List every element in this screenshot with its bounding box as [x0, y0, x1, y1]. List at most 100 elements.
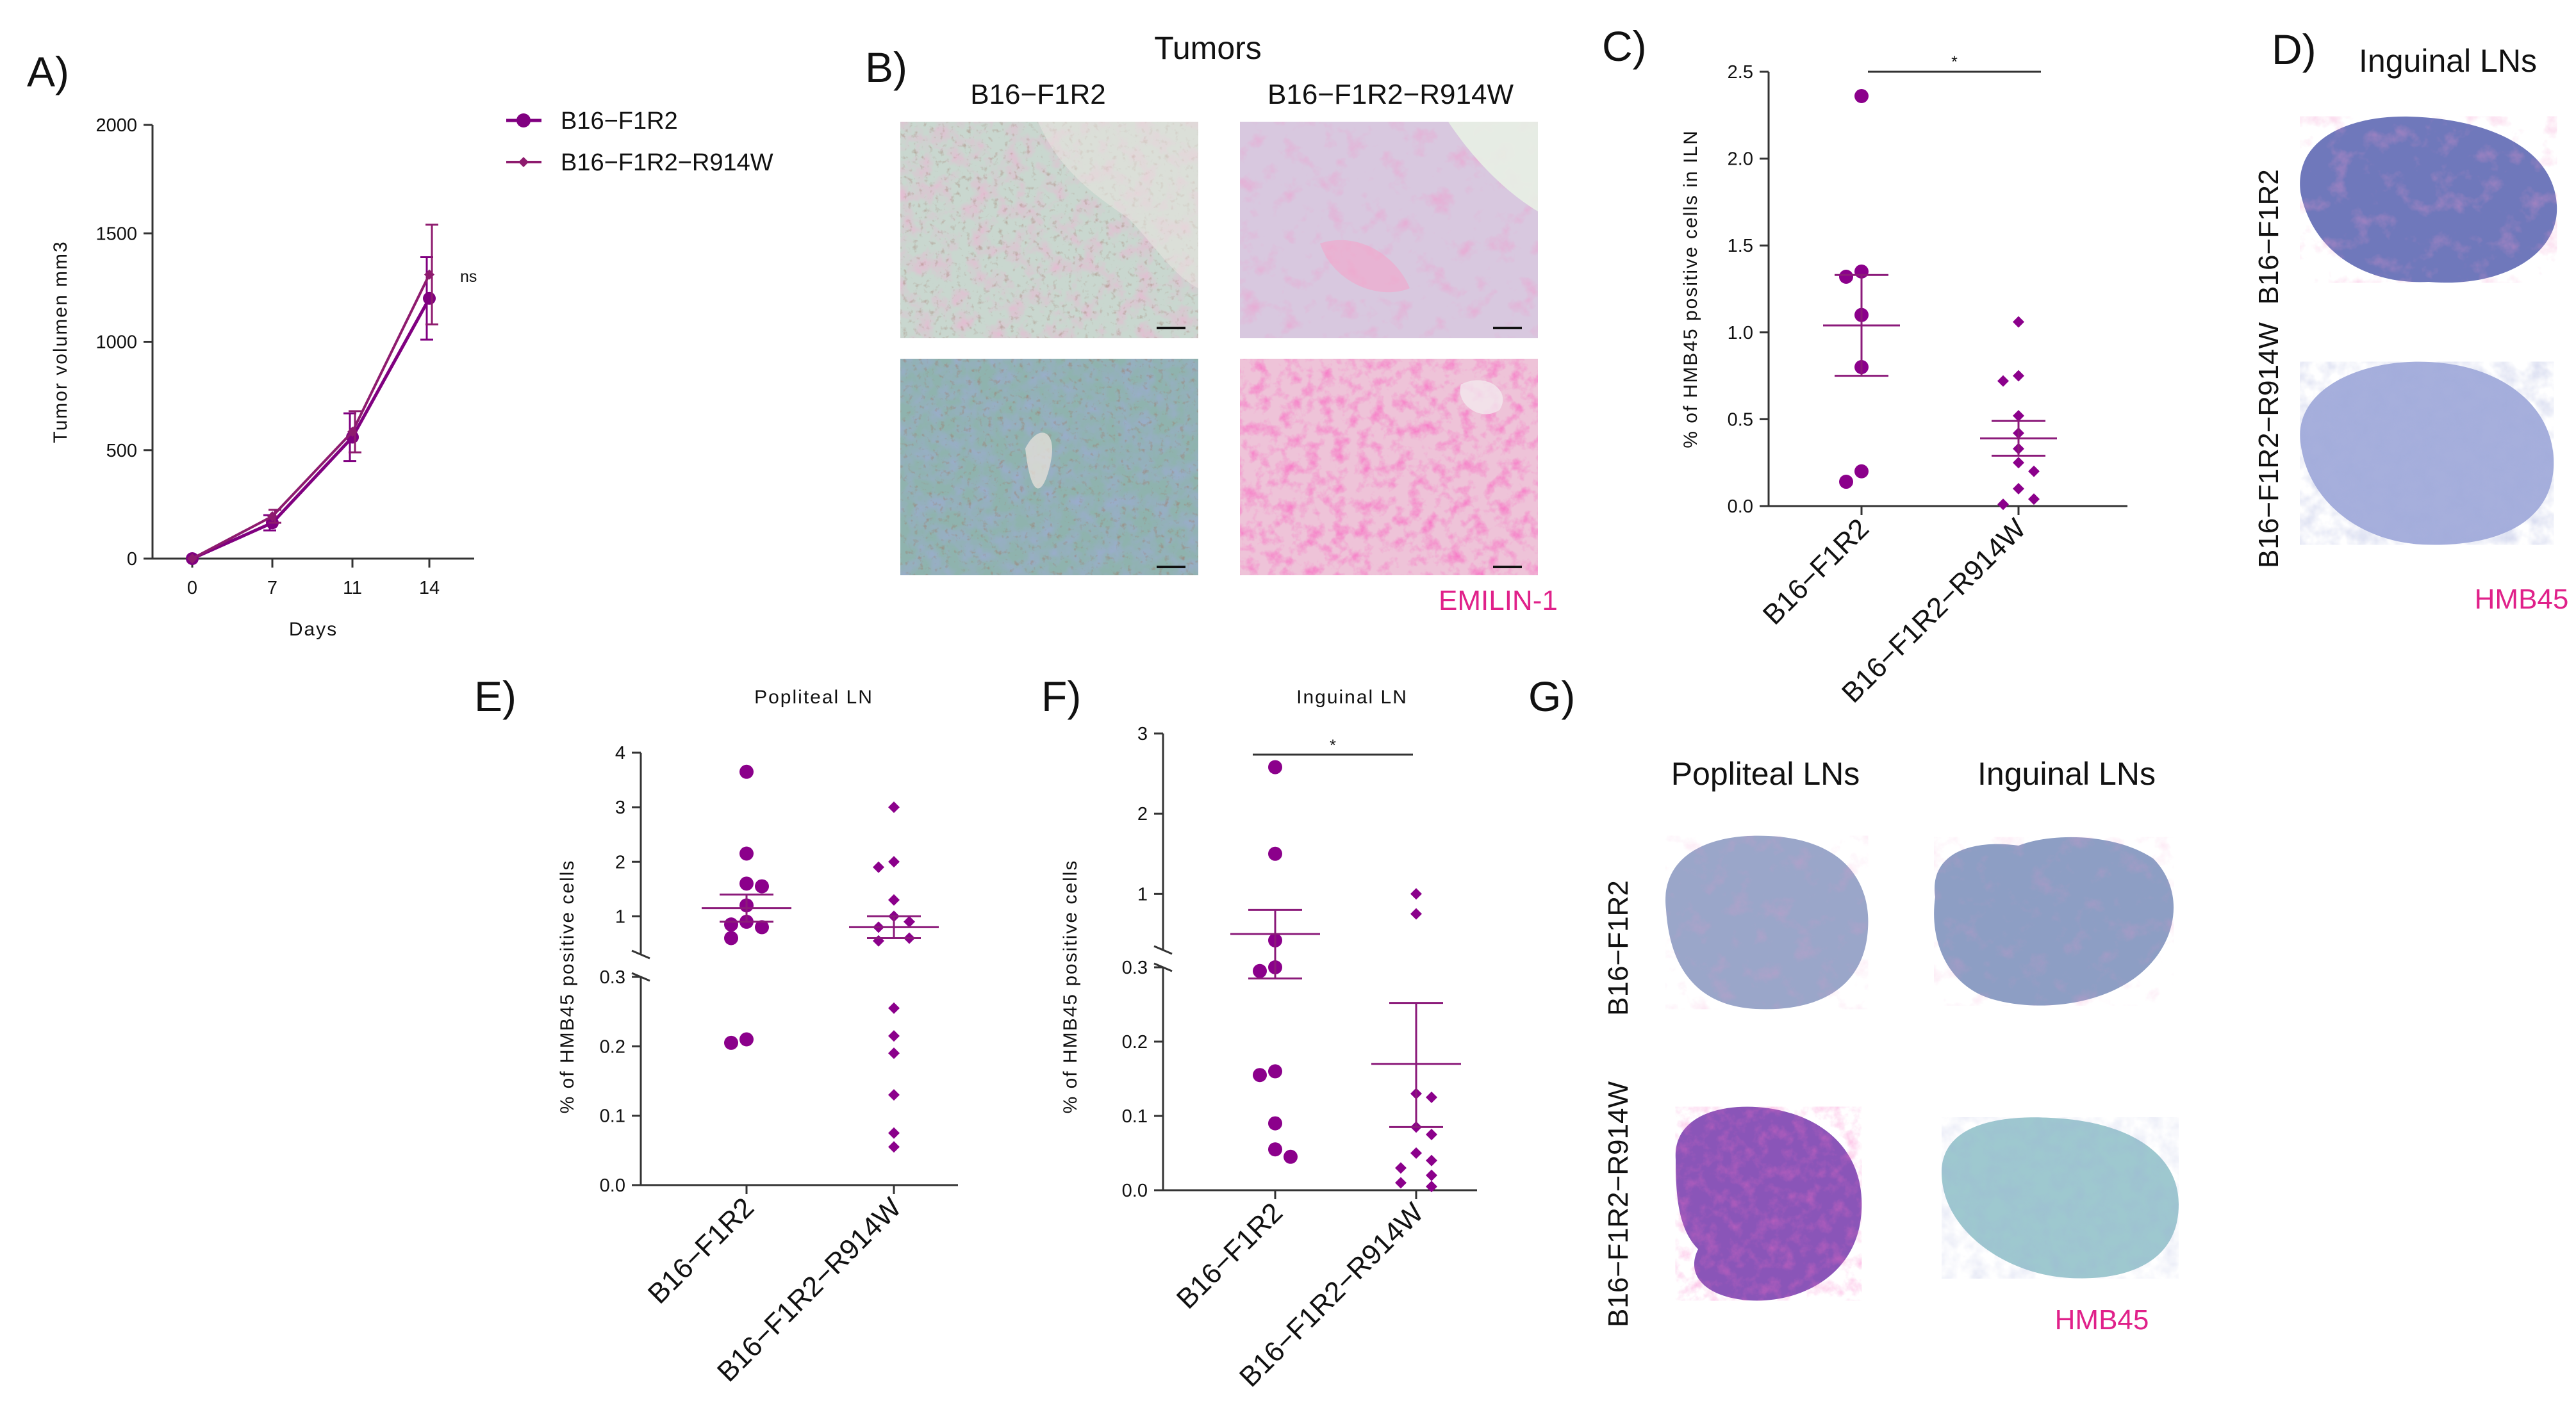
- panel-label-b: B): [865, 44, 907, 91]
- c-y-tick-label: 2.5: [1728, 62, 1753, 83]
- f-category-label: B16−F1R2: [1171, 1197, 1289, 1315]
- panel-b-col2-label: B16−F1R2−R914W: [1267, 79, 1514, 110]
- e-y-tick-label: 0.2: [600, 1036, 625, 1057]
- e-data-point: [888, 1047, 900, 1060]
- f-y-tick-label: 0.2: [1122, 1032, 1148, 1053]
- e-data-point: [888, 1089, 900, 1101]
- f-y-tick-label: 0.0: [1122, 1181, 1148, 1201]
- c-data-point: [2013, 457, 2024, 469]
- a-y-tick-label: 1500: [95, 224, 137, 244]
- chart-f: 0.0 0.1 0.2 0.3 1 2 3 Inguinal LN % of HMB45 pos…: [1060, 687, 1477, 1393]
- e-y-tick-label: 2: [615, 852, 625, 872]
- panel-d-row2-label: B16−F1R2−R914W: [2253, 322, 2284, 568]
- panel-label-e: E): [474, 673, 516, 720]
- c-data-point: [1854, 464, 1869, 479]
- e-data-point: [739, 1032, 754, 1047]
- a-data-point: [267, 511, 277, 521]
- c-data-point: [1839, 270, 1853, 284]
- panel-label-c: C): [1602, 22, 1647, 70]
- f-data-point: [1253, 1068, 1267, 1083]
- e-data-point: [755, 879, 769, 894]
- panel-g-col2-label: Inguinal LNs: [1977, 756, 2156, 792]
- a-y-axis-label: Tumor volumen mm3: [50, 240, 71, 443]
- a-data-point: [347, 426, 358, 437]
- f-data-point: [1426, 1154, 1437, 1167]
- panel-label-f: F): [1041, 673, 1081, 720]
- e-data-point: [739, 876, 754, 891]
- panel-label-a: A): [27, 48, 69, 95]
- f-y-axis-label: % of HMB45 positive cells: [1060, 860, 1081, 1114]
- c-data-point: [2013, 316, 2024, 328]
- section-d-f1r2: [2300, 116, 2557, 283]
- f-data-point: [1410, 1147, 1422, 1159]
- a-y-tick-label: 1000: [95, 332, 137, 353]
- section-g-popliteal-f1r2: [1665, 835, 1869, 1010]
- e-data-point: [888, 1141, 900, 1153]
- f-data-point: [1410, 888, 1422, 900]
- f-axis-break: [1153, 945, 1173, 955]
- panel-d: D) Inguinal LNs B16−F1R2 B16−F1R2−R914W …: [2253, 26, 2568, 615]
- a-x-tick-label: 7: [267, 578, 277, 598]
- c-y-tick-label: 0.5: [1728, 409, 1753, 430]
- e-data-point: [739, 846, 754, 861]
- f-data-point: [1426, 1129, 1437, 1140]
- f-data-point: [1410, 908, 1422, 920]
- a-x-tick-label: 11: [343, 578, 362, 598]
- section-d-r914w: [2300, 361, 2554, 545]
- e-y-tick-label: 3: [615, 798, 625, 818]
- chart-c: 0.0 0.5 1.0 1.5 2.0 2.5 % of HMB45 positive ce…: [1680, 53, 2127, 709]
- panel-label-d: D): [2272, 26, 2316, 73]
- c-data-point: [1997, 498, 2009, 511]
- panel-a: A) 0 500 1000 1500 2000 0 7 11 14 Days Tumor volum…: [27, 48, 773, 640]
- panel-b: B) Tumors B16−F1R2 B16−F1R2−R914W: [865, 30, 1558, 616]
- panel-e: E) 0.0 0.1 0.2 0.3 1 2 3 4 Popliteal LN % of HMB4…: [474, 673, 958, 1388]
- e-y-tick-label: 0.3: [600, 967, 625, 988]
- e-data-point: [888, 1030, 900, 1042]
- a-data-point: [424, 269, 434, 280]
- panel-c: C) 0.0 0.5 1.0 1.5 2.0 2.5 % of HMB45 positive…: [1602, 22, 2127, 709]
- f-y-tick-label: 3: [1137, 724, 1148, 744]
- section-g-popliteal-r914w: [1675, 1106, 1862, 1301]
- e-y-tick-label: 1: [615, 906, 625, 927]
- e-data-point: [888, 894, 900, 906]
- e-y-tick-label: 0.0: [600, 1175, 625, 1196]
- c-y-tick-label: 1.5: [1728, 236, 1753, 256]
- f-data-point: [1426, 1169, 1437, 1181]
- e-data-point: [904, 915, 915, 928]
- a-y-tick-label: 500: [106, 441, 137, 461]
- e-y-axis-label: % of HMB45 positive cells: [557, 860, 578, 1114]
- c-y-tick-label: 0.0: [1728, 496, 1753, 517]
- a-y-tick-label: 0: [127, 549, 137, 569]
- f-data-point: [1253, 963, 1267, 978]
- f-y-tick-label: 0.1: [1122, 1106, 1148, 1127]
- c-y-tick-label: 1.0: [1728, 323, 1753, 343]
- f-data-point: [1268, 1116, 1282, 1131]
- a-data-point: [187, 553, 197, 564]
- e-data-point: [755, 920, 769, 935]
- f-data-point: [1284, 1149, 1298, 1164]
- e-data-point: [888, 801, 900, 814]
- f-data-point: [1268, 1064, 1282, 1079]
- f-y-tick-label: 1: [1137, 884, 1148, 905]
- section-g-inguinal-f1r2: [1934, 837, 2174, 1006]
- c-significance-label: *: [1951, 53, 1958, 71]
- e-data-point: [888, 1002, 900, 1014]
- f-data-point: [1268, 846, 1282, 861]
- c-data-point: [1997, 375, 2009, 387]
- panel-d-stain-label: HMB45: [2475, 584, 2569, 615]
- f-y-tick-label: 0.3: [1122, 958, 1148, 978]
- panel-g-stain-label: HMB45: [2055, 1304, 2149, 1336]
- panel-g: G) Popliteal LNs Inguinal LNs B16−F1R2 B…: [1528, 673, 2179, 1336]
- f-data-point: [1268, 760, 1282, 774]
- a-legend-marker: [516, 113, 531, 127]
- a-legend-label: B16−F1R2−R914W: [561, 149, 773, 176]
- e-data-point: [739, 764, 754, 779]
- c-data-point: [1839, 475, 1853, 489]
- a-legend-marker: [518, 157, 529, 167]
- micrograph-tumor-f1r2-low: [900, 122, 1198, 338]
- e-data-point: [873, 935, 884, 947]
- c-data-point: [2013, 482, 2024, 495]
- f-significance-label: *: [1330, 737, 1336, 755]
- e-data-point: [724, 931, 738, 946]
